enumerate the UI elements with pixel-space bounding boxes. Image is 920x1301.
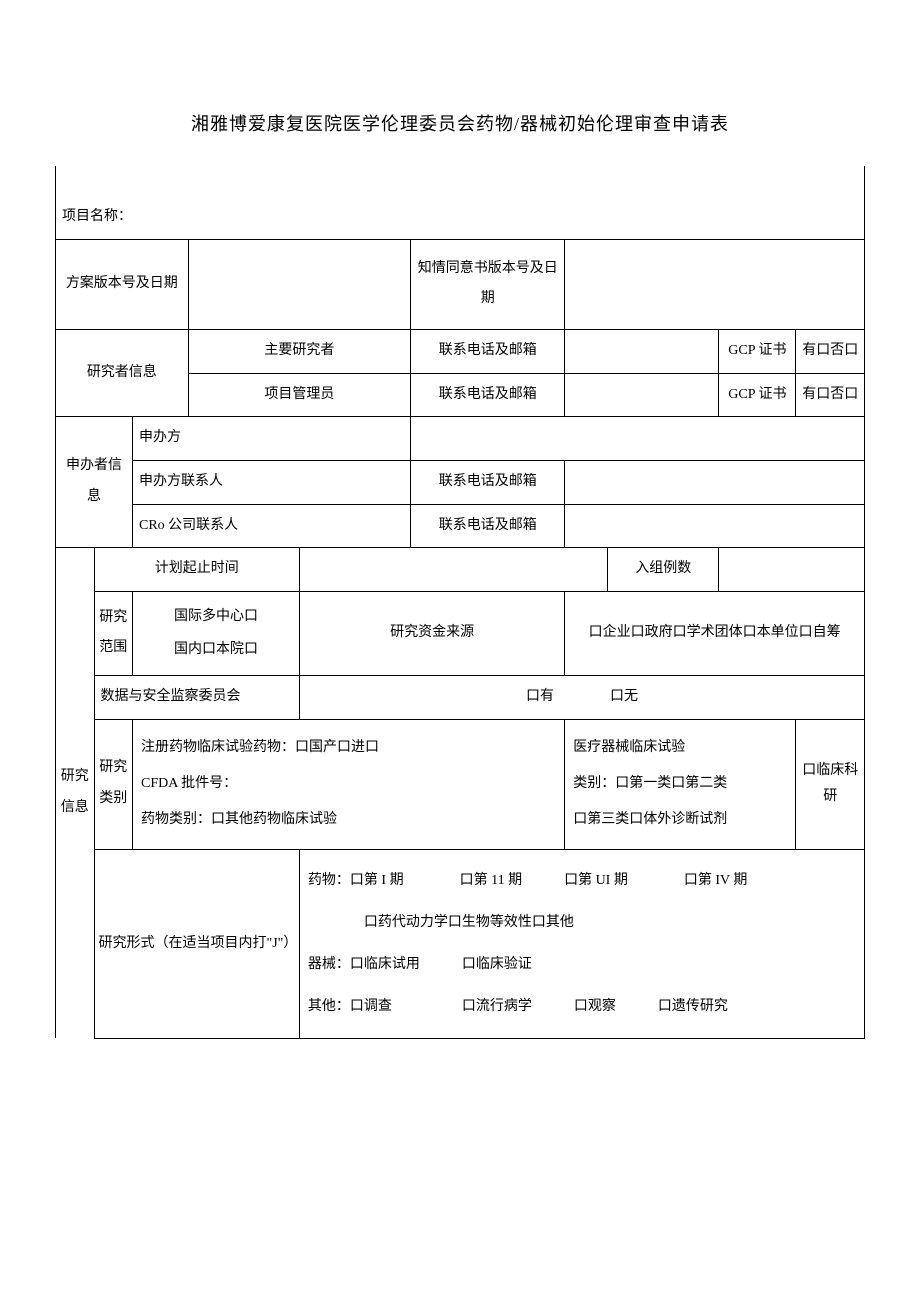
consent-version-label: 知情同意书版本号及日期 [411, 240, 564, 330]
sponsor-contact-value [565, 474, 864, 490]
project-name-label: 项目名称： [56, 196, 864, 239]
research-category-mid: 医疗器械临床试验 类别：口第一类口第二类 口第三类口体外诊断试剂 [565, 720, 795, 849]
application-form-table: 项目名称： 方案版本号及日期 知情同意书版本号及日期 研究者信息 主要研究者 联… [55, 166, 865, 1039]
gcp-yesno-2: 有口否口 [796, 374, 864, 417]
gcp-cert-label-2: GCP 证书 [719, 374, 795, 417]
contact-value-1 [565, 343, 718, 359]
enroll-count-label: 入组例数 [608, 548, 718, 591]
sponsor-value [411, 431, 864, 447]
enroll-count-value [719, 561, 864, 577]
contact-label-4: 联系电话及邮箱 [411, 505, 564, 548]
research-category-label: 研究类别 [95, 745, 133, 823]
research-category-right: 口临床科研 [796, 750, 864, 819]
cro-contact-label: CRo 公司联系人 [133, 505, 410, 548]
sponsor-label: 申办方 [133, 417, 410, 460]
plan-time-label: 计划起止时间 [95, 548, 299, 591]
contact-value-2 [565, 387, 718, 403]
gcp-yesno-1: 有口否口 [796, 330, 864, 373]
research-category-left: 注册药物临床试验药物：口国产口进口 CFDA 批件号： 药物类别：口其他药物临床… [133, 720, 564, 849]
researcher-info-label: 研究者信息 [56, 352, 188, 395]
research-scope-opts: 国际多中心口 国内口本院口 [133, 592, 299, 675]
principal-researcher-label: 主要研究者 [189, 330, 411, 373]
plan-version-value [189, 270, 411, 298]
project-manager-label: 项目管理员 [189, 374, 411, 417]
cro-contact-value [565, 518, 864, 534]
research-info-label: 研究信息 [56, 754, 94, 832]
plan-version-label: 方案版本号及日期 [56, 255, 188, 314]
consent-version-value [565, 270, 864, 298]
contact-label-1: 联系电话及邮箱 [411, 330, 564, 373]
research-scope-label: 研究范围 [95, 595, 133, 673]
dsmc-opts: 口有 口无 [300, 676, 864, 719]
sponsor-info-label: 申办者信息 [56, 443, 132, 521]
contact-label-3: 联系电话及邮箱 [411, 461, 564, 504]
research-form-content: 药物：口第 I 期 口第 11 期 口第 UI 期 口第 IV 期 口药代动力学… [300, 850, 864, 1038]
page-title: 湘雅博爱康复医院医学伦理委员会药物/器械初始伦理审查申请表 [55, 110, 865, 136]
plan-time-value [300, 561, 607, 577]
dsmc-label: 数据与安全监察委员会 [95, 676, 299, 719]
fund-source-label: 研究资金来源 [300, 612, 564, 655]
contact-label-2: 联系电话及邮箱 [411, 374, 564, 417]
sponsor-contact-label: 申办方联系人 [133, 461, 410, 504]
research-form-label: 研究形式（在适当项目内打"J"） [95, 919, 299, 969]
gcp-cert-label-1: GCP 证书 [719, 330, 795, 373]
fund-source-opts: 口企业口政府口学术团体口本单位口自筹 [565, 612, 864, 655]
